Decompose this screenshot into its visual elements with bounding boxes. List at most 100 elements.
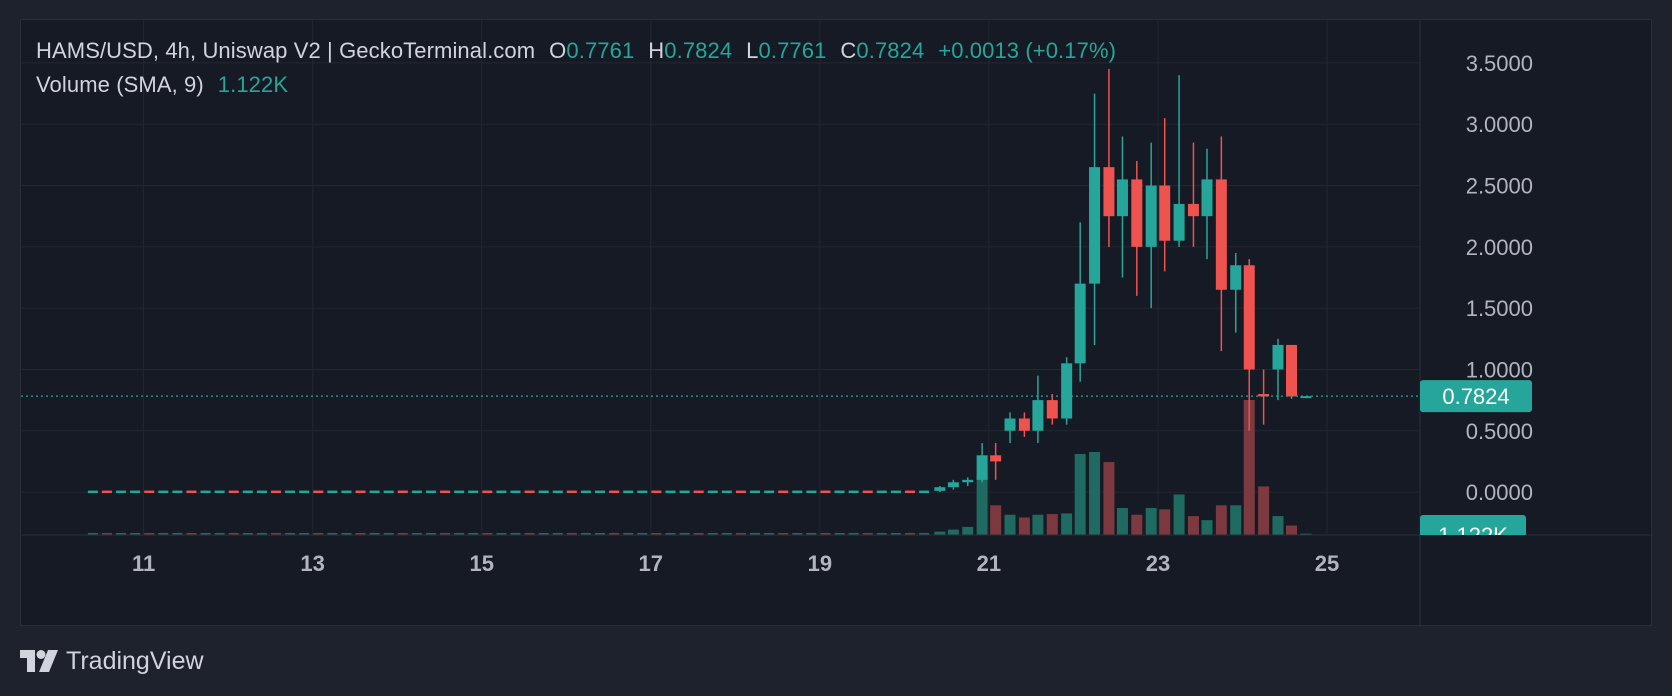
candle [735,490,746,494]
grid [21,20,1420,535]
candle [440,490,451,494]
candle [327,490,338,494]
volume-bar [693,532,704,535]
candle [721,490,732,494]
volume-bar [947,529,959,535]
candle [130,490,141,494]
x-tick-label: 13 [300,551,324,576]
tradingview-logo[interactable]: TradingView [20,646,204,676]
y-tick-label: 2.0000 [1466,235,1533,260]
volume-bar [566,532,577,535]
volume-bar [200,532,211,535]
volume-bar [1187,516,1199,535]
candle-body [934,487,946,491]
volume-bar [1215,505,1227,535]
volume-bar [1145,508,1157,535]
candle-body [1272,344,1284,370]
candle [552,490,563,494]
candle-body [962,479,974,483]
chart-panel[interactable]: 3.5000 3.0000 2.5000 2.0000 1.5000 1.0000 0.50… [20,19,1653,627]
y-tick-label: 1.5000 [1466,296,1533,321]
volume-bar [1032,514,1044,535]
volume-bar [552,532,563,535]
open-value: 0.7761 [566,38,635,63]
candle [454,490,465,494]
volume-bar [820,532,831,535]
candles [87,69,1312,494]
volume-bar [468,532,479,535]
candle [468,490,479,494]
candle [651,490,662,494]
candle [538,490,549,494]
candle [679,490,690,494]
volume-bar [1116,508,1128,535]
candle [383,490,394,494]
volume-bar [87,532,98,535]
volume-bar [242,532,253,535]
volume-bar [228,532,239,535]
candle [862,490,873,494]
volume-bar [186,532,197,535]
candle [101,490,112,494]
candle-body [1131,179,1143,247]
volume-bar [721,532,732,535]
volume-bar [848,532,859,535]
volume-bar [397,532,408,535]
volume-value: 1.122K [217,72,289,97]
tradingview-icon [20,650,58,672]
x-tick-label: 19 [808,551,832,576]
x-tick-label: 15 [469,551,493,576]
volume-bar [313,532,324,535]
volume-bar [1159,509,1171,535]
x-tick-label: 25 [1315,551,1339,576]
volume-bar [1061,513,1073,535]
volume-bar [580,532,591,535]
volume-bar [510,532,521,535]
volume-bar [904,532,915,535]
candle [890,490,901,494]
candle [637,490,648,494]
volume-bar [1230,505,1242,535]
high-label: H [648,38,665,63]
volume-bar [1243,400,1255,535]
volume-bar [735,532,746,535]
volume-bar [327,532,338,535]
x-tick-label: 23 [1146,551,1170,576]
candlestick-chart[interactable]: 3.5000 3.0000 2.5000 2.0000 1.5000 1.0000 0.50… [21,20,1653,627]
volume-bar [637,532,648,535]
volume-bar [1272,516,1284,535]
open-label: O [549,38,567,63]
candle [425,490,436,494]
volume-bar [651,532,662,535]
volume-bar [792,532,803,535]
candle [228,490,239,494]
volume-bar [778,532,789,535]
candle [919,490,930,494]
high-value: 0.7824 [664,38,733,63]
brand-name: TradingView [66,646,204,675]
candle [242,490,253,494]
candle-body [947,482,959,488]
volume-bar [369,532,380,535]
y-tick-label: 1.0000 [1466,357,1533,382]
candle-body [1004,418,1016,431]
candle [848,490,859,494]
candle [271,490,282,494]
axes: 3.5000 3.0000 2.5000 2.0000 1.5000 1.0000 0.50… [21,20,1653,627]
close-value: 0.7824 [856,38,925,63]
volume-bar [806,532,817,535]
candle-body [1286,344,1298,397]
candle [876,490,887,494]
candle [566,490,577,494]
candle [904,490,915,494]
x-tick-label: 11 [132,551,155,576]
volume-bar [1173,494,1185,535]
volume-bar [764,532,775,535]
volume-bar [1004,514,1016,535]
volume-bar [707,532,718,535]
volume-bars [87,400,1312,535]
candle [792,490,803,494]
volume-bar [976,474,988,535]
volume-bar [383,532,394,535]
candle [496,490,507,494]
